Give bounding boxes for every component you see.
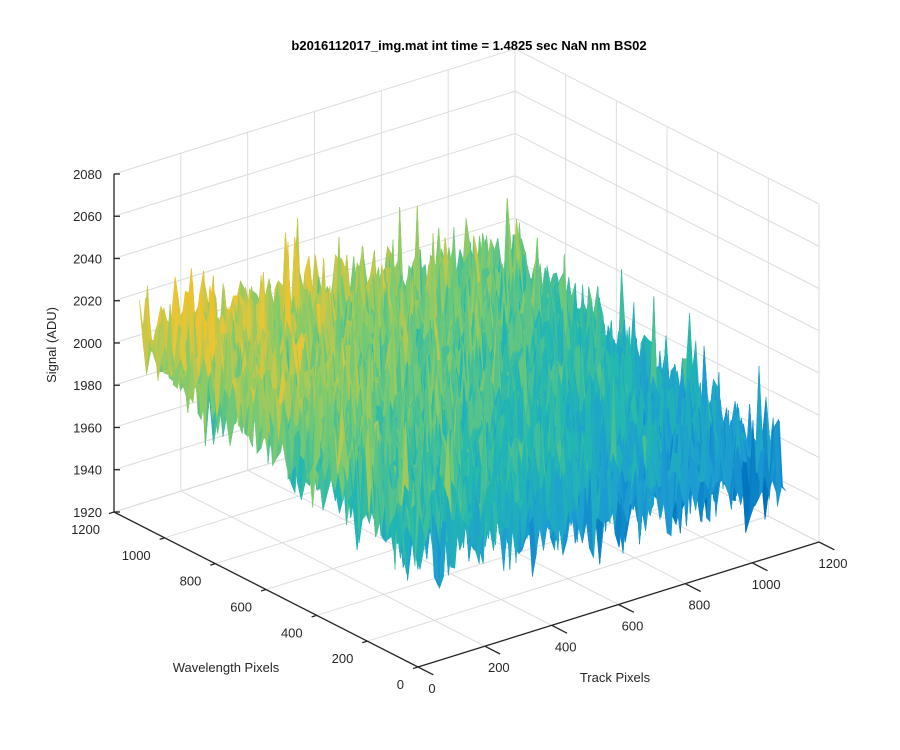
grid-line-z-back [113,133,516,259]
grid-line-z-back [113,175,516,302]
grid-line-y-floor [367,515,769,642]
grid-line-z-right [514,133,820,289]
grid-line-z-back [113,90,516,217]
grid-line-z-right [514,175,820,332]
grid-line-z-back [113,48,516,175]
grid-line-z-right [514,217,820,374]
surface-plot [139,197,786,589]
grid-line-z-right [514,90,820,247]
grid-line-z-right [514,48,820,205]
